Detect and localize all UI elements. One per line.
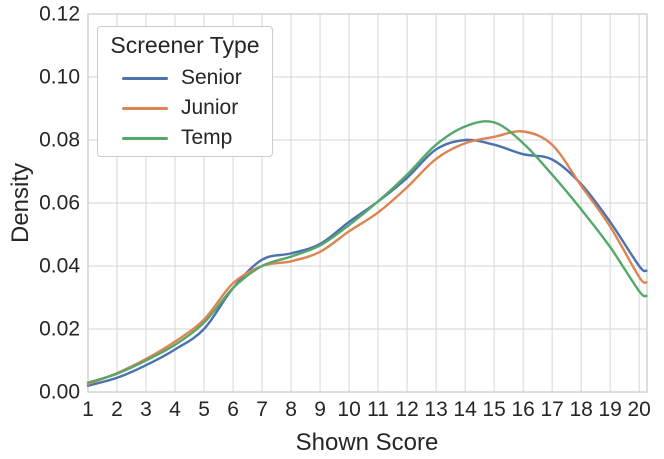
x-tick-label: 7	[256, 398, 268, 421]
x-tick-label: 14	[453, 398, 477, 421]
series-line-junior	[86, 130, 648, 386]
x-tick-label: 6	[227, 398, 239, 421]
y-tick-label: 0.02	[39, 317, 80, 341]
x-tick-label: 10	[337, 398, 361, 421]
series-line-senior	[86, 138, 648, 387]
legend-label-senior: Senior	[181, 66, 242, 89]
plot-border	[87, 13, 648, 393]
legend-item-senior: Senior	[110, 63, 260, 93]
legend-line-temp-icon	[122, 136, 168, 140]
x-tick-label: 8	[285, 398, 297, 421]
legend-line-senior-icon	[122, 76, 168, 80]
y-tick-label: 0.04	[39, 254, 80, 278]
y-tick-label: 0.08	[39, 128, 80, 152]
series-line-temp	[86, 120, 648, 384]
legend: Screener Type Senior Junior Temp	[97, 26, 273, 157]
x-tick-label: 13	[424, 398, 448, 421]
x-tick-label: 4	[169, 398, 181, 421]
legend-item-temp: Temp	[110, 123, 260, 153]
x-tick-label: 12	[395, 398, 419, 421]
y-axis-label: Density	[7, 162, 34, 244]
y-tick-label: 0.10	[39, 65, 80, 89]
legend-line-junior-icon	[122, 106, 168, 110]
x-tick-label: 1	[82, 398, 94, 421]
legend-title: Screener Type	[110, 32, 260, 58]
x-tick-label: 20	[627, 398, 651, 421]
y-tick-label: 0.12	[39, 2, 80, 26]
legend-label-junior: Junior	[181, 96, 239, 119]
x-tick-label: 17	[540, 398, 564, 421]
x-tick-label: 9	[314, 398, 326, 421]
legend-label-temp: Temp	[181, 126, 233, 149]
x-tick-label: 3	[140, 398, 152, 421]
legend-item-junior: Junior	[110, 93, 260, 123]
x-tick-label: 11	[367, 398, 389, 421]
y-tick-label: 0.06	[39, 191, 80, 215]
x-tick-label: 19	[598, 398, 622, 421]
y-tick-label: 0.00	[39, 380, 80, 404]
x-tick-label: 2	[111, 398, 123, 421]
x-tick-label: 16	[511, 398, 535, 421]
x-tick-label: 5	[198, 398, 210, 421]
x-axis-label: Shown Score	[295, 429, 439, 456]
x-tick-label: 15	[482, 398, 506, 421]
x-tick-label: 18	[569, 398, 593, 421]
